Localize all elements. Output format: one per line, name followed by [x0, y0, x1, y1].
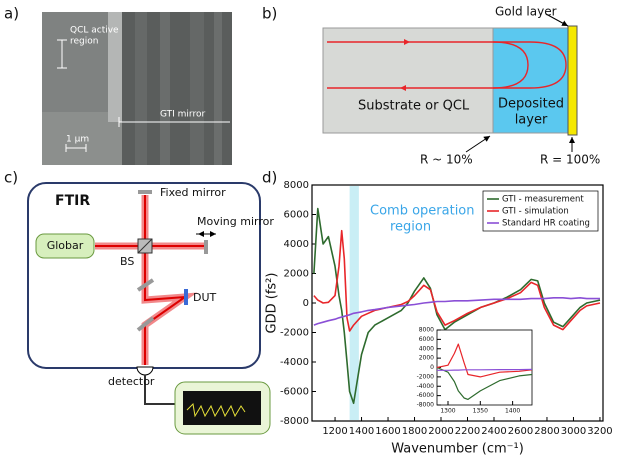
label: Globar	[47, 239, 84, 252]
x-tick-label: 3200	[587, 426, 612, 437]
label: DUT	[193, 291, 217, 304]
line-series	[436, 343, 533, 378]
x-axis-label: Wavenumber (cm⁻¹)	[391, 442, 524, 457]
image-label: 1 µm	[66, 135, 89, 145]
sem-image	[42, 12, 232, 165]
panel-label: a)	[4, 5, 19, 23]
x-tick-label: 2800	[534, 426, 559, 437]
x-tick-label: 1400	[505, 408, 520, 415]
y-tick-label: 4000	[284, 239, 309, 250]
line-series	[313, 229, 601, 332]
label: FTIR	[55, 193, 90, 209]
image-label: GTI mirror	[160, 110, 205, 120]
highlight-band	[349, 186, 359, 420]
line-series	[437, 368, 533, 371]
annotation: region	[390, 220, 431, 235]
label: layer	[515, 113, 548, 128]
line-series	[313, 297, 600, 326]
image-label: QCL active	[70, 26, 119, 36]
label: Fixed mirror	[160, 186, 226, 199]
label: R = 100%	[540, 153, 600, 167]
annotation: Comb operation	[370, 204, 475, 219]
layer-diagram	[322, 13, 578, 153]
y-tick-label: -4000	[417, 383, 435, 390]
x-tick-label: 2200	[455, 426, 480, 437]
label: Moving mirror	[197, 215, 274, 228]
legend-label: GTI - simulation	[502, 207, 569, 217]
y-tick-label: 6000	[419, 336, 434, 343]
y-axis-label: GDD (fs²)	[265, 273, 280, 334]
y-tick-label: 6000	[284, 210, 309, 221]
y-tick-label: -2000	[417, 373, 435, 380]
x-tick-label: 2600	[508, 426, 533, 437]
x-tick-label: 3000	[561, 426, 586, 437]
y-tick-label: 0	[303, 298, 309, 309]
x-tick-label: 1200	[322, 426, 347, 437]
panel-label: c)	[4, 169, 18, 187]
x-tick-label: 2400	[481, 426, 506, 437]
ftir-diagram	[27, 182, 271, 435]
plot-area	[436, 329, 533, 406]
x-tick-label: 2000	[428, 426, 453, 437]
y-tick-label: 8000	[419, 327, 434, 334]
x-tick-label: 1350	[473, 408, 488, 415]
y-tick-label: 2000	[419, 355, 434, 362]
y-tick-label: -6000	[280, 387, 309, 398]
label: Substrate or QCL	[358, 99, 470, 114]
label: Deposited	[498, 97, 564, 112]
line-series	[436, 366, 533, 400]
legend-label: GTI - measurement	[502, 195, 584, 205]
label: detector	[108, 375, 155, 388]
label: Gold layer	[495, 5, 557, 19]
image-label: region	[70, 37, 98, 47]
x-tick-label: 1300	[440, 408, 455, 415]
panel-label: d)	[262, 169, 277, 187]
y-tick-label: 2000	[284, 269, 309, 280]
y-tick-label: -2000	[280, 328, 309, 339]
x-tick-label: 1400	[349, 426, 374, 437]
y-tick-label: 8000	[284, 180, 309, 191]
y-tick-label: -4000	[280, 357, 309, 368]
y-tick-label: 4000	[419, 345, 434, 352]
legend-label: Standard HR coating	[502, 219, 590, 229]
y-tick-label: -8000	[417, 402, 435, 409]
x-tick-label: 1800	[402, 426, 427, 437]
x-tick-label: 1600	[375, 426, 400, 437]
y-tick-label: -6000	[417, 392, 435, 399]
legend-box	[482, 190, 599, 232]
label: R ~ 10%	[420, 153, 473, 167]
panel-label: b)	[262, 5, 277, 23]
label: BS	[120, 255, 134, 268]
y-tick-label: -8000	[280, 416, 309, 427]
y-tick-label: 0	[430, 364, 434, 371]
line-series	[313, 207, 601, 405]
